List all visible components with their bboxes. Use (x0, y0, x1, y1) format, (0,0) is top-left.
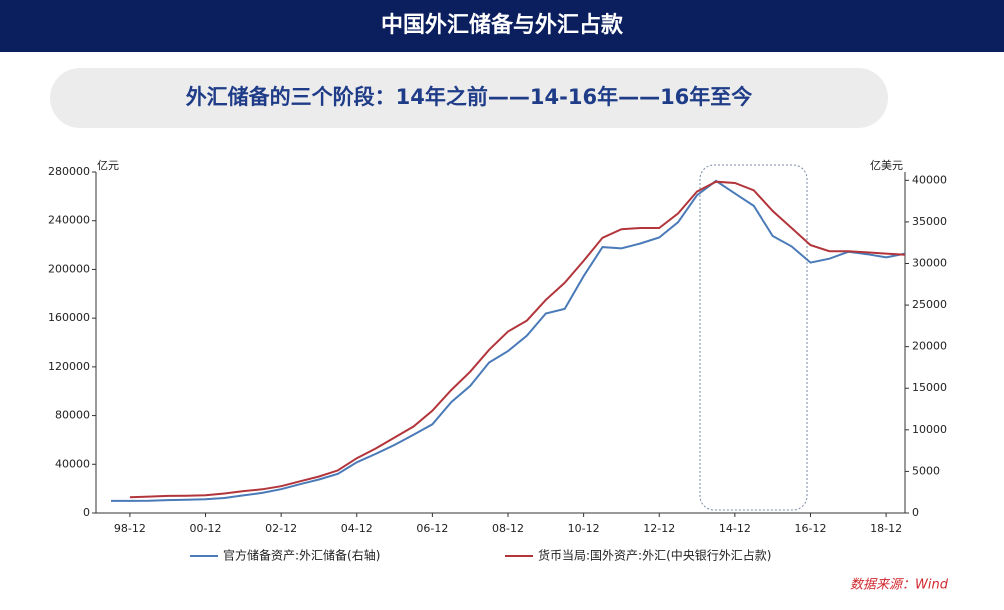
x-tick-label: 06-12 (416, 522, 448, 535)
x-tick-label: 98-12 (114, 522, 146, 535)
x-tick-label: 02-12 (265, 522, 297, 535)
y-tick-label: 120000 (48, 360, 90, 373)
source-note: 数据来源：Wind (850, 578, 949, 593)
y-tick-label: 40000 (55, 457, 90, 470)
x-tick-label: 04-12 (341, 522, 373, 535)
series-line (129, 180, 906, 499)
y2-tick-label: 15000 (912, 381, 947, 394)
subtitle: 外汇储备的三个阶段：14年之前——14-16年——16年至今 (186, 85, 753, 109)
y2-tick-label: 30000 (912, 256, 947, 269)
y2-tick-label: 40000 (912, 173, 947, 186)
series-line (111, 179, 906, 502)
x-tick-label: 12-12 (643, 522, 675, 535)
y2-tick-label: 5000 (912, 464, 940, 477)
x-tick-label: 16-12 (794, 522, 826, 535)
y2-tick-label: 10000 (912, 423, 947, 436)
y2-axis-title: 亿美元 (870, 159, 903, 172)
plot: 0400008000012000016000020000024000028000… (48, 165, 947, 563)
y-tick-label: 0 (83, 506, 90, 519)
y2-tick-label: 0 (912, 506, 919, 519)
y-axis-title: 亿元 (97, 159, 119, 172)
header-bar (0, 0, 1004, 52)
x-tick-label: 10-12 (568, 522, 600, 535)
y-tick-label: 280000 (48, 165, 90, 178)
subtitle-pill (50, 68, 888, 128)
legend-label: 货币当局:国外资产:外汇(中央银行外汇占款) (538, 548, 771, 563)
y-tick-label: 240000 (48, 214, 90, 227)
y2-tick-label: 25000 (912, 298, 947, 311)
y2-tick-label: 20000 (912, 340, 947, 353)
y2-tick-label: 35000 (912, 215, 947, 228)
header-title: 中国外汇储备与外汇占款 (381, 12, 624, 38)
x-tick-label: 18-12 (870, 522, 902, 535)
x-tick-label: 08-12 (492, 522, 524, 535)
y-tick-label: 160000 (48, 311, 90, 324)
y-tick-label: 200000 (48, 262, 90, 275)
y-tick-label: 80000 (55, 409, 90, 422)
x-tick-label: 00-12 (190, 522, 222, 535)
highlight-box (699, 164, 808, 511)
x-tick-label: 14-12 (719, 522, 751, 535)
legend-label: 官方储备资产:外汇储备(右轴) (223, 548, 380, 563)
